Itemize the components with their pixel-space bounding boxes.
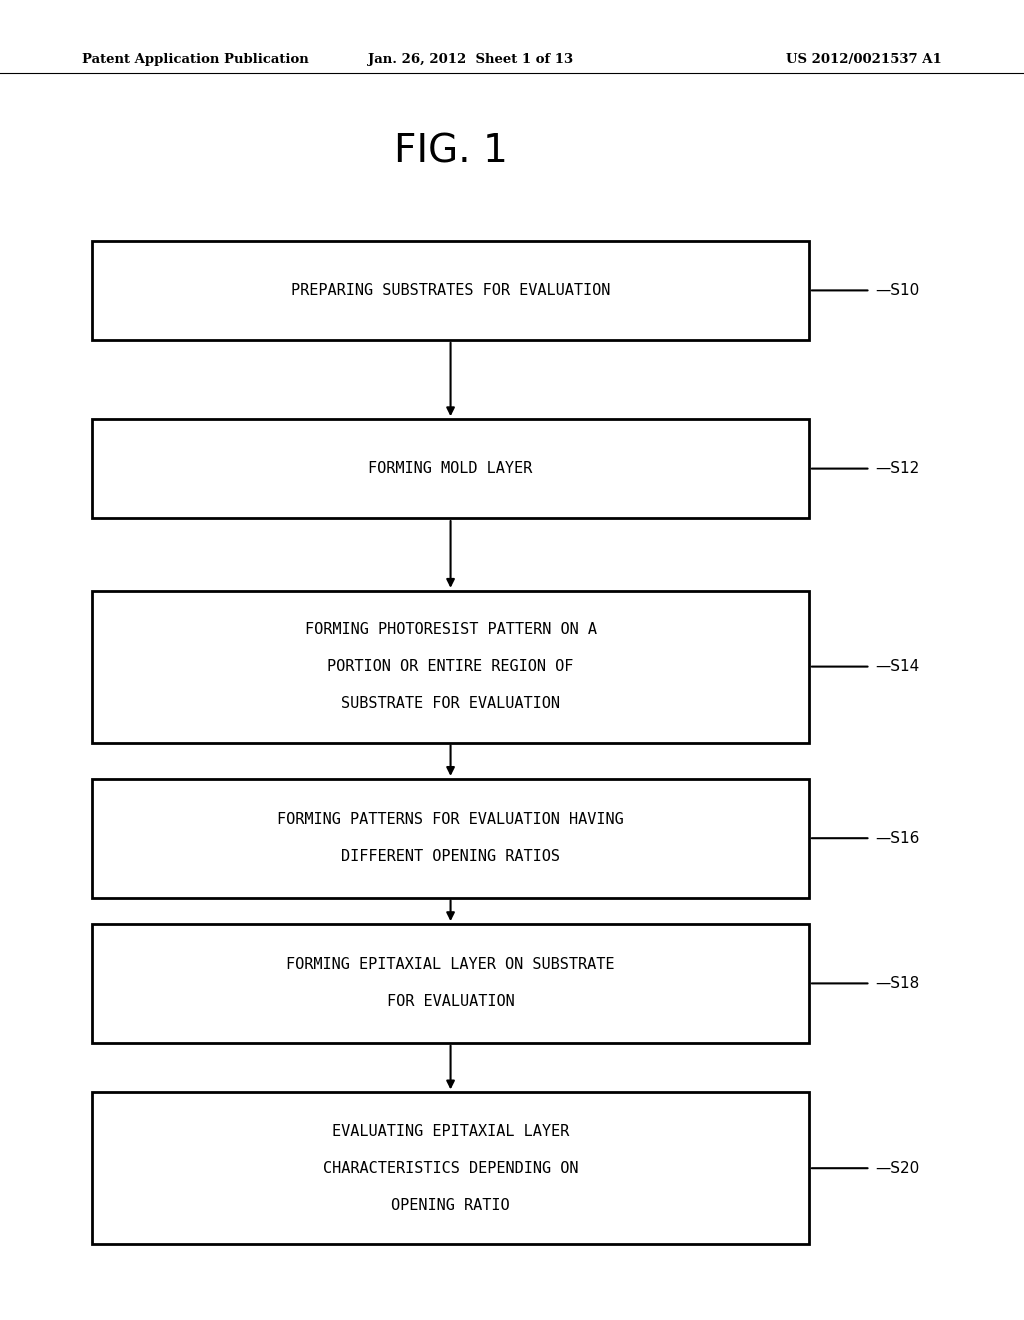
Text: —S12: —S12	[876, 461, 920, 477]
Text: Patent Application Publication: Patent Application Publication	[82, 53, 308, 66]
FancyBboxPatch shape	[92, 420, 809, 517]
Text: FORMING PHOTORESIST PATTERN ON A: FORMING PHOTORESIST PATTERN ON A	[304, 622, 597, 638]
Text: FORMING EPITAXIAL LAYER ON SUBSTRATE: FORMING EPITAXIAL LAYER ON SUBSTRATE	[287, 957, 614, 973]
Text: DIFFERENT OPENING RATIOS: DIFFERENT OPENING RATIOS	[341, 849, 560, 865]
FancyBboxPatch shape	[92, 924, 809, 1043]
Text: OPENING RATIO: OPENING RATIO	[391, 1197, 510, 1213]
Text: FORMING MOLD LAYER: FORMING MOLD LAYER	[369, 461, 532, 477]
FancyBboxPatch shape	[92, 1093, 809, 1243]
Text: CHARACTERISTICS DEPENDING ON: CHARACTERISTICS DEPENDING ON	[323, 1160, 579, 1176]
Text: FOR EVALUATION: FOR EVALUATION	[387, 994, 514, 1010]
Text: —S18: —S18	[876, 975, 920, 991]
Text: US 2012/0021537 A1: US 2012/0021537 A1	[786, 53, 942, 66]
FancyBboxPatch shape	[92, 779, 809, 898]
Text: —S10: —S10	[876, 282, 920, 298]
Text: Jan. 26, 2012  Sheet 1 of 13: Jan. 26, 2012 Sheet 1 of 13	[369, 53, 573, 66]
Text: —S20: —S20	[876, 1160, 920, 1176]
Text: SUBSTRATE FOR EVALUATION: SUBSTRATE FOR EVALUATION	[341, 696, 560, 711]
Text: PORTION OR ENTIRE REGION OF: PORTION OR ENTIRE REGION OF	[328, 659, 573, 675]
Text: FORMING PATTERNS FOR EVALUATION HAVING: FORMING PATTERNS FOR EVALUATION HAVING	[278, 812, 624, 828]
Text: FIG. 1: FIG. 1	[393, 133, 508, 170]
FancyBboxPatch shape	[92, 591, 809, 742]
Text: —S16: —S16	[876, 830, 920, 846]
Text: —S14: —S14	[876, 659, 920, 675]
Text: EVALUATING EPITAXIAL LAYER: EVALUATING EPITAXIAL LAYER	[332, 1123, 569, 1139]
FancyBboxPatch shape	[92, 242, 809, 339]
Text: PREPARING SUBSTRATES FOR EVALUATION: PREPARING SUBSTRATES FOR EVALUATION	[291, 282, 610, 298]
